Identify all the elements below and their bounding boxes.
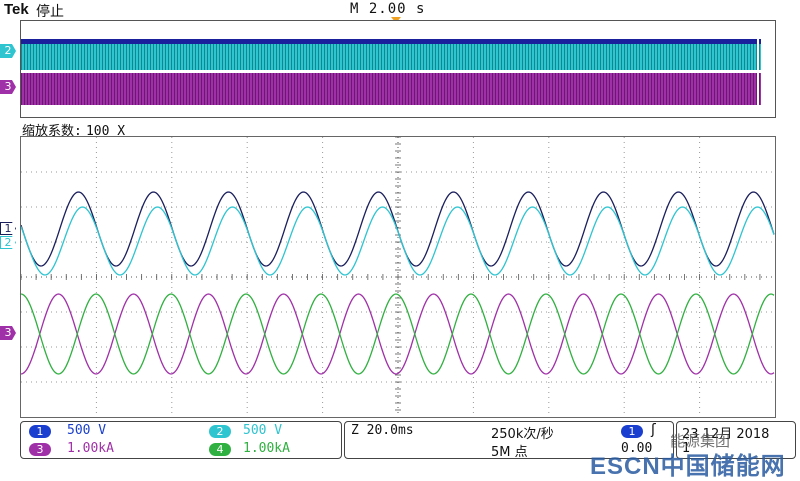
graticule-grid	[21, 137, 772, 413]
top-status-bar: Tek 停止 M 2.00 s	[0, 0, 800, 20]
ch3-scale[interactable]: 1.00kA	[67, 441, 114, 456]
trigger-source-badge[interactable]: 1	[621, 425, 643, 438]
ch3-overview-band	[21, 73, 761, 105]
wechat-watermark: 能源集团	[670, 432, 731, 450]
ch2-scale[interactable]: 500 V	[243, 423, 283, 438]
zoom-graticule[interactable]	[20, 136, 776, 418]
zoom-factor-caption: 缩放系数:	[22, 124, 82, 139]
zoom-box-left-edge[interactable]	[757, 37, 759, 107]
ch2-badge[interactable]: 2	[209, 425, 231, 438]
ch3-marker[interactable]: 3	[0, 326, 16, 340]
ch3-current-trace	[21, 293, 775, 375]
site-watermark: ESCN中国储能网	[590, 453, 786, 480]
ch1-marker[interactable]: 1	[0, 222, 16, 235]
ch2-overview-marker[interactable]: 2	[0, 44, 16, 58]
ch3-badge[interactable]: 3	[29, 443, 51, 456]
zoom-factor-label: 缩放系数: 100 X	[22, 120, 125, 139]
ch2-overview-band	[21, 44, 761, 70]
ch3-overview-marker[interactable]: 3	[0, 80, 16, 94]
time-readout: 1	[682, 441, 691, 456]
trigger-level[interactable]: 0.00	[621, 441, 653, 456]
ch2-voltage-trace	[21, 206, 775, 276]
acquisition-box[interactable]: Z 20.0ms 250k次/秒 5M 点 1 ʃ 0.00	[344, 421, 674, 460]
ch1-scale[interactable]: 500 V	[67, 423, 107, 438]
rising-edge-icon: ʃ	[651, 422, 656, 438]
ch2-marker[interactable]: 2	[0, 236, 16, 249]
ch1-overview-band	[21, 39, 761, 44]
ch4-badge[interactable]: 4	[209, 443, 231, 456]
waveform-display	[21, 137, 775, 413]
acquisition-state: 停止	[36, 4, 64, 20]
zoom-time-per-div[interactable]: Z 20.0ms	[351, 423, 414, 438]
zoom-box-right-edge[interactable]	[762, 37, 764, 107]
readout-panel: 1 500 V 2 500 V 3 1.00kA 4 1.00kA Z 20.0…	[0, 420, 800, 480]
ch4-current-trace	[21, 293, 775, 375]
overview-waveform-window[interactable]	[20, 20, 776, 118]
brand-logo: Tek	[4, 1, 29, 18]
date-readout: 23 12月 2018	[682, 427, 770, 442]
record-length: 5M 点	[491, 445, 528, 460]
channel-scale-box[interactable]: 1 500 V 2 500 V 3 1.00kA 4 1.00kA	[20, 421, 342, 459]
ch1-badge[interactable]: 1	[29, 425, 51, 438]
overview-traces	[21, 37, 764, 107]
timebase-readout[interactable]: M 2.00 s	[350, 1, 426, 17]
ch4-scale[interactable]: 1.00kA	[243, 441, 290, 456]
datetime-box: 23 12月 2018 1	[676, 421, 796, 459]
sample-rate: 250k次/秒	[491, 427, 554, 442]
zoom-factor-value: 100 X	[85, 124, 126, 139]
